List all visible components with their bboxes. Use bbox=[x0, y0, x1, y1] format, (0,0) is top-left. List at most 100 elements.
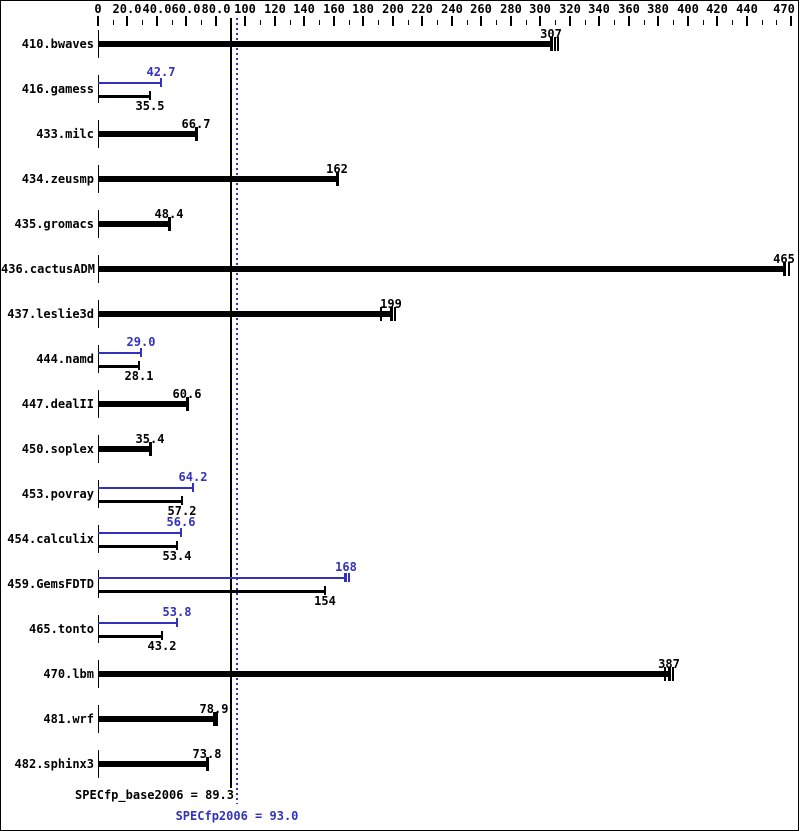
peak-bar-endtick bbox=[345, 573, 347, 582]
base-bar-endtick bbox=[336, 172, 339, 186]
axis-tick-label: 220 bbox=[411, 2, 433, 16]
base-value-label: 28.1 bbox=[124, 369, 154, 383]
benchmark-name-label: 437.leslie3d bbox=[7, 307, 94, 321]
base-bar bbox=[98, 545, 177, 548]
peak-run-tick bbox=[344, 573, 346, 582]
axis-tick-minor bbox=[349, 20, 350, 25]
axis-tick-major bbox=[362, 16, 364, 26]
axis-tick-minor bbox=[762, 20, 763, 25]
base-run-tick bbox=[788, 262, 790, 276]
base-bar-endtick bbox=[783, 262, 786, 276]
axis-tick-label: 140 bbox=[293, 2, 315, 16]
base-value-label: 154 bbox=[314, 594, 336, 608]
base-bar-endtick bbox=[213, 712, 216, 726]
base-bar-endtick bbox=[195, 127, 198, 141]
base-value-label: 60.6 bbox=[172, 387, 202, 401]
base-bar bbox=[98, 716, 214, 722]
axis-tick-minor bbox=[319, 20, 320, 25]
axis-tick-label: 340 bbox=[588, 2, 610, 16]
row-baseline bbox=[98, 75, 99, 103]
peak-bar-endtick bbox=[160, 78, 162, 87]
base-value-label: 48.4 bbox=[154, 207, 184, 221]
peak-bar bbox=[98, 622, 177, 624]
axis-tick-label: 280 bbox=[500, 2, 522, 16]
axis-tick-label: 60.0 bbox=[171, 2, 201, 16]
row-baseline bbox=[98, 615, 99, 643]
peak-bar bbox=[98, 577, 346, 579]
base-value-label: 465 bbox=[773, 252, 795, 266]
axis-tick-label: 260 bbox=[470, 2, 492, 16]
axis-tick-major bbox=[156, 16, 158, 26]
base-bar-endtick bbox=[181, 496, 183, 505]
base-bar-endtick bbox=[324, 586, 326, 595]
axis-tick-minor bbox=[231, 20, 232, 25]
benchmark-name-label: 435.gromacs bbox=[14, 217, 94, 231]
axis-tick-major bbox=[244, 16, 246, 26]
axis-tick-minor bbox=[142, 20, 143, 25]
base-value-label: 53.4 bbox=[162, 549, 192, 563]
axis-tick-label: 300 bbox=[529, 2, 551, 16]
base-bar-endtick bbox=[390, 307, 393, 321]
axis-tick-label: 440 bbox=[736, 2, 758, 16]
base-bar-endtick bbox=[186, 397, 189, 411]
peak-bar bbox=[98, 352, 141, 354]
axis-tick-major bbox=[97, 16, 99, 26]
axis-tick-major bbox=[421, 16, 423, 26]
axis-tick-major bbox=[215, 16, 217, 26]
axis-tick-major bbox=[790, 16, 792, 26]
axis-tick-major bbox=[569, 16, 571, 26]
base-value-label: 162 bbox=[326, 162, 348, 176]
benchmark-name-label: 450.soplex bbox=[21, 442, 94, 456]
axis-tick-major bbox=[333, 16, 335, 26]
axis-tick-major bbox=[598, 16, 600, 26]
benchmark-name-label: 465.tonto bbox=[28, 622, 94, 636]
base-bar-endtick bbox=[550, 37, 553, 51]
peak-mean-line bbox=[236, 18, 238, 804]
base-bar bbox=[98, 401, 187, 407]
axis-tick-minor bbox=[201, 20, 202, 25]
base-bar bbox=[98, 671, 669, 677]
axis-tick-minor bbox=[776, 20, 777, 25]
axis-tick-label: 120 bbox=[264, 2, 286, 16]
benchmark-name-label: 482.sphinx3 bbox=[14, 757, 94, 771]
axis-tick-minor bbox=[614, 20, 615, 25]
peak-value-label: 53.8 bbox=[162, 605, 192, 619]
peak-bar-endtick bbox=[140, 348, 142, 357]
base-bar-endtick bbox=[149, 442, 152, 456]
base-value-label: 199 bbox=[380, 297, 402, 311]
axis-tick-major bbox=[274, 16, 276, 26]
benchmark-name-label: 447.dealII bbox=[21, 397, 94, 411]
base-bar-endtick bbox=[168, 217, 171, 231]
axis-tick-label: 80.0 bbox=[201, 2, 231, 16]
peak-bar bbox=[98, 82, 161, 84]
axis-tick-major bbox=[657, 16, 659, 26]
base-bar bbox=[98, 266, 784, 272]
base-bar-endtick bbox=[668, 667, 671, 681]
axis-tick-major bbox=[185, 16, 187, 26]
axis-tick-label: 160 bbox=[323, 2, 345, 16]
peak-value-label: 168 bbox=[335, 560, 357, 574]
axis-tick-label: 400 bbox=[677, 2, 699, 16]
base-run-tick bbox=[394, 307, 396, 321]
axis-tick-major bbox=[716, 16, 718, 26]
peak-value-label: 56.6 bbox=[166, 515, 196, 529]
row-baseline bbox=[98, 570, 99, 598]
axis-tick-minor bbox=[673, 20, 674, 25]
benchmark-name-label: 434.zeusmp bbox=[21, 172, 94, 186]
base-run-tick bbox=[216, 712, 218, 726]
axis-tick-major bbox=[480, 16, 482, 26]
base-value-label: 66.7 bbox=[181, 117, 211, 131]
benchmark-name-label: 481.wrf bbox=[43, 712, 94, 726]
axis-tick-major bbox=[746, 16, 748, 26]
axis-tick-minor bbox=[378, 20, 379, 25]
base-value-label: 387 bbox=[658, 657, 680, 671]
base-bar bbox=[98, 590, 325, 593]
row-baseline bbox=[98, 480, 99, 508]
peak-value-label: 42.7 bbox=[146, 65, 176, 79]
base-bar-endtick bbox=[206, 757, 209, 771]
base-bar bbox=[98, 311, 391, 317]
base-bar bbox=[98, 635, 162, 638]
axis-tick-major bbox=[303, 16, 305, 26]
base-bar bbox=[98, 41, 551, 47]
